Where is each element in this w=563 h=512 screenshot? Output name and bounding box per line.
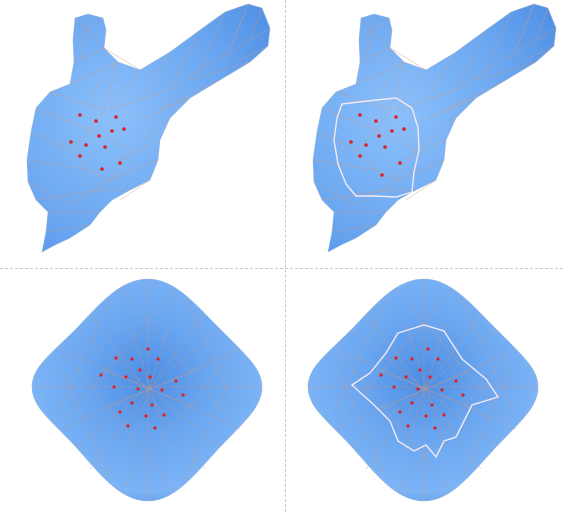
bone-mesh-canvas: [0, 0, 284, 267]
blob-mesh-canvas: [0, 269, 284, 512]
horizontal-divider: [0, 268, 563, 269]
panel-bone-boundary: [286, 0, 563, 267]
vertical-divider: [285, 0, 286, 512]
panel-blob-boundary: [286, 269, 563, 512]
bone-mesh-canvas-2: [286, 0, 563, 267]
blob-mesh-canvas-2: [286, 269, 563, 512]
panel-blob-points: [0, 269, 284, 512]
panel-bone-points: [0, 0, 284, 267]
